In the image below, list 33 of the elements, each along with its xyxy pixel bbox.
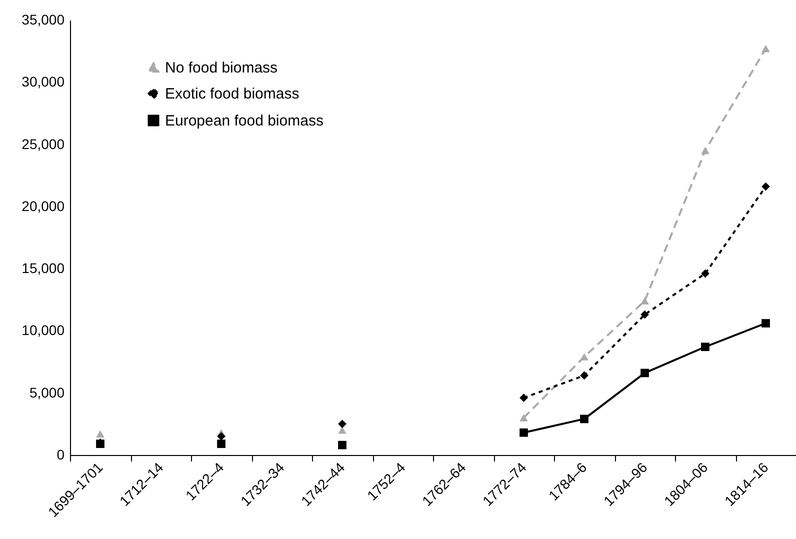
point xyxy=(520,414,528,422)
point xyxy=(338,440,346,450)
point xyxy=(338,426,346,434)
point xyxy=(217,432,226,441)
point xyxy=(338,420,346,428)
point xyxy=(580,353,588,360)
point xyxy=(762,182,770,191)
legend-label: European food biomass xyxy=(165,112,324,130)
point xyxy=(520,428,528,437)
point xyxy=(762,319,770,328)
y-tick-label: 35,000 xyxy=(22,12,65,28)
legend-label: No food biomass xyxy=(165,60,278,76)
y-tick-label: 25,000 xyxy=(22,136,65,152)
point xyxy=(762,44,770,52)
point xyxy=(580,371,588,380)
point xyxy=(640,297,649,305)
y-tick-label: 15,000 xyxy=(22,260,65,276)
point xyxy=(580,414,588,424)
point xyxy=(701,146,710,154)
point xyxy=(520,394,528,402)
point xyxy=(640,368,649,378)
y-tick-label: 20,000 xyxy=(22,198,65,214)
point xyxy=(701,342,710,352)
legend-label: Exotic food biomass xyxy=(165,86,300,102)
y-tick-label: 30,000 xyxy=(22,74,65,90)
point xyxy=(640,310,649,319)
point xyxy=(96,440,104,448)
y-tick-label: 5,000 xyxy=(29,384,65,400)
y-tick-label: 10,000 xyxy=(22,322,65,338)
point xyxy=(701,269,710,278)
y-tick-label: 0 xyxy=(56,446,65,462)
point xyxy=(96,430,104,438)
point xyxy=(217,440,226,448)
